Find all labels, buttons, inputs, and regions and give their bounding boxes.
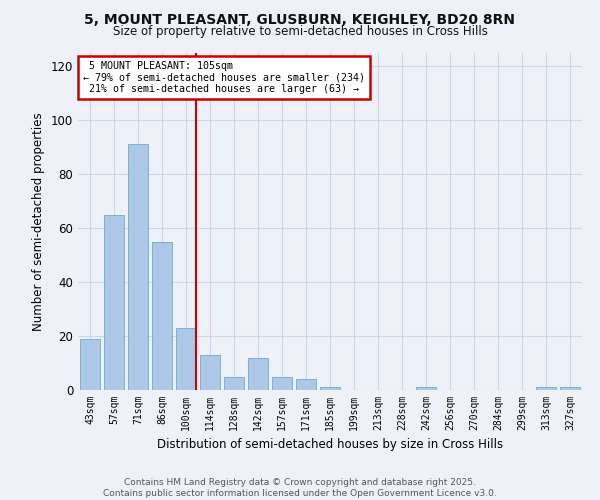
Bar [416,388,436,390]
Bar [224,376,244,390]
Text: Size of property relative to semi-detached houses in Cross Hills: Size of property relative to semi-detach… [113,25,487,38]
Bar [128,144,148,390]
Bar [200,355,220,390]
Bar [80,338,100,390]
Bar [248,358,268,390]
Text: Contains HM Land Registry data © Crown copyright and database right 2025.
Contai: Contains HM Land Registry data © Crown c… [103,478,497,498]
Bar [272,376,292,390]
Text: 5, MOUNT PLEASANT, GLUSBURN, KEIGHLEY, BD20 8RN: 5, MOUNT PLEASANT, GLUSBURN, KEIGHLEY, B… [85,12,515,26]
Bar [320,388,340,390]
Bar [104,214,124,390]
Y-axis label: Number of semi-detached properties: Number of semi-detached properties [32,112,45,330]
Bar [176,328,196,390]
Bar [536,388,556,390]
Bar [152,242,172,390]
Bar [560,388,580,390]
Text: 5 MOUNT PLEASANT: 105sqm
← 79% of semi-detached houses are smaller (234)
 21% of: 5 MOUNT PLEASANT: 105sqm ← 79% of semi-d… [83,61,365,94]
X-axis label: Distribution of semi-detached houses by size in Cross Hills: Distribution of semi-detached houses by … [157,438,503,452]
Bar [296,379,316,390]
